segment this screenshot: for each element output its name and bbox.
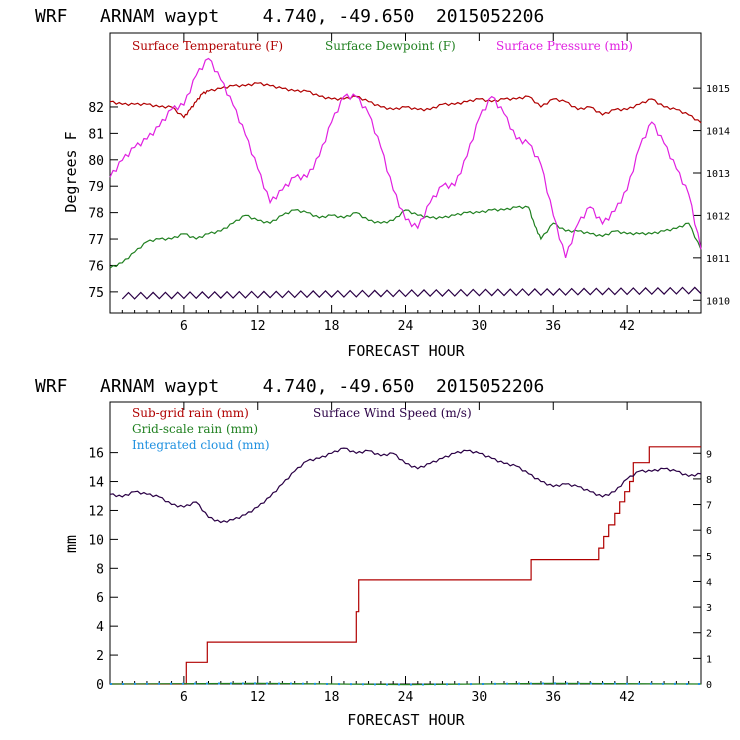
x-tick-label: 6 bbox=[180, 690, 188, 705]
y2-tick-label: 1 bbox=[706, 654, 712, 665]
x-axis-label-top: FORECAST HOUR bbox=[347, 342, 465, 360]
x-tick-label: 42 bbox=[619, 319, 635, 334]
y-tick-label: 2 bbox=[96, 649, 104, 664]
series-line-surface-dewpoint-f bbox=[109, 205, 702, 269]
y2-tick-label: 1011 bbox=[706, 254, 730, 265]
x-tick-label: 36 bbox=[545, 690, 561, 705]
y-tick-label: 0 bbox=[96, 678, 104, 693]
series-line-unlabeled bbox=[121, 286, 702, 300]
y2-tick-label: 1014 bbox=[706, 127, 730, 138]
series-line-sub-grid-rain-mm bbox=[110, 446, 701, 685]
y-tick-label: 8 bbox=[96, 562, 104, 577]
legend-entry: Surface Pressure (mb) bbox=[496, 39, 633, 53]
x-tick-label: 42 bbox=[619, 690, 635, 705]
y-tick-label: 79 bbox=[88, 180, 104, 195]
y-tick-label: 76 bbox=[88, 259, 104, 274]
y2-tick-label: 3 bbox=[706, 603, 712, 614]
x-tick-label: 36 bbox=[545, 319, 561, 334]
x-tick-label: 24 bbox=[398, 690, 414, 705]
legend-entry: Surface Wind Speed (m/s) bbox=[313, 406, 472, 420]
series-line-surface-pressure-mb bbox=[109, 57, 702, 258]
y-tick-label: 77 bbox=[88, 233, 104, 248]
y-tick-label: 78 bbox=[88, 207, 104, 222]
y2-tick-label: 1012 bbox=[706, 211, 730, 222]
y2-tick-label: 5 bbox=[706, 552, 712, 563]
y2-tick-label: 1015 bbox=[706, 84, 730, 95]
chart-title-top: WRF ARNAM waypt 4.740, -49.650 201505220… bbox=[35, 6, 544, 27]
y-tick-label: 81 bbox=[88, 127, 104, 142]
y2-tick-label: 4 bbox=[706, 577, 712, 588]
chart-title-bottom: WRF ARNAM waypt 4.740, -49.650 201505220… bbox=[35, 376, 544, 397]
series-line-integrated-cloud-mm bbox=[109, 682, 702, 686]
x-tick-label: 18 bbox=[324, 319, 340, 334]
y2-tick-label: 7 bbox=[706, 501, 712, 512]
legend-entry: Surface Dewpoint (F) bbox=[325, 39, 456, 53]
y-axis-label-bottom: mm bbox=[62, 535, 80, 553]
y2-tick-label: 8 bbox=[706, 475, 712, 486]
legend-entry: Integrated cloud (mm) bbox=[132, 438, 270, 452]
y2-tick-label: 1010 bbox=[706, 296, 730, 307]
legend-entry: Sub-grid rain (mm) bbox=[132, 406, 249, 420]
y2-tick-label: 2 bbox=[706, 629, 712, 640]
y-tick-label: 10 bbox=[88, 533, 104, 548]
x-axis-label-bottom: FORECAST HOUR bbox=[347, 711, 465, 729]
legend-entry: Surface Temperature (F) bbox=[132, 39, 283, 53]
y-tick-label: 14 bbox=[88, 476, 104, 491]
y-tick-label: 12 bbox=[88, 504, 104, 519]
y-tick-label: 75 bbox=[88, 286, 104, 301]
y2-tick-label: 9 bbox=[706, 449, 712, 460]
y2-tick-label: 1013 bbox=[706, 169, 730, 180]
y2-tick-label: 0 bbox=[706, 680, 712, 691]
x-tick-label: 30 bbox=[472, 690, 488, 705]
x-tick-label: 12 bbox=[250, 690, 266, 705]
plot-frame-top bbox=[109, 32, 702, 314]
y2-tick-label: 6 bbox=[706, 526, 712, 537]
x-tick-label: 24 bbox=[398, 319, 414, 334]
series-line-surface-wind-speed-m-s bbox=[109, 447, 702, 524]
y-tick-label: 82 bbox=[88, 101, 104, 116]
y-tick-label: 6 bbox=[96, 591, 104, 606]
x-tick-label: 18 bbox=[324, 690, 340, 705]
y-tick-label: 80 bbox=[88, 154, 104, 169]
legend-entry: Grid-scale rain (mm) bbox=[132, 422, 258, 436]
x-tick-label: 12 bbox=[250, 319, 266, 334]
y-axis-label-top: Degrees F bbox=[62, 131, 80, 212]
y-tick-label: 16 bbox=[88, 447, 104, 462]
series-line-surface-temperature-f bbox=[109, 82, 702, 124]
y-tick-label: 4 bbox=[96, 620, 104, 635]
x-tick-label: 6 bbox=[180, 319, 188, 334]
x-tick-label: 30 bbox=[472, 319, 488, 334]
